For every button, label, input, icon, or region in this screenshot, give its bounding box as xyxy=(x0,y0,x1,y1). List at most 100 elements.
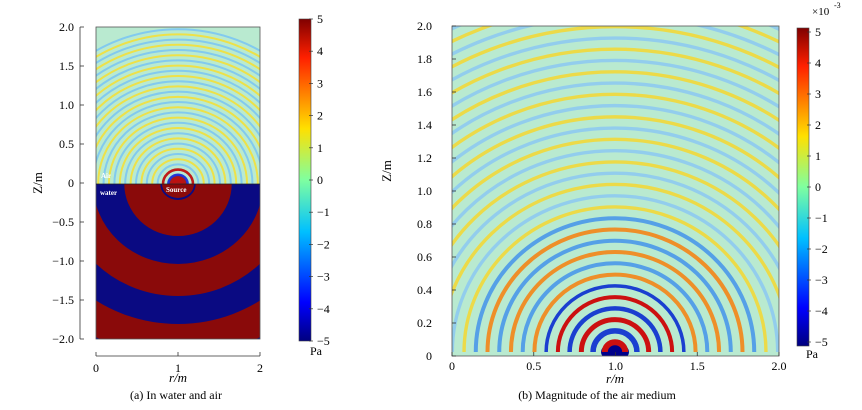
panel-b-y-tick-label: 1.4 xyxy=(417,118,432,132)
panel-b-y-tick-label: 1.0 xyxy=(417,184,432,198)
panel-a-y-tick-label: −0.5 xyxy=(52,215,74,229)
wavefront-arc xyxy=(96,28,260,53)
y-axis-label-a: Z/m xyxy=(30,172,45,194)
panel-b-y-tick-label: 0.8 xyxy=(417,217,432,231)
panel-a-x-tick-label: 2 xyxy=(257,361,263,375)
caption-b: (b) Magnitude of the air medium xyxy=(518,388,676,402)
panel-b-colorbar-tick-label: 2 xyxy=(815,118,821,132)
wavefront-arc xyxy=(134,142,222,185)
wavefront-arc xyxy=(167,173,189,185)
panel-b-colorbar-tick-label: 3 xyxy=(815,87,821,101)
wavefront-arc xyxy=(156,163,200,185)
panel-a-x-tick-label: 0 xyxy=(93,361,99,375)
wavefront-arc xyxy=(124,132,232,185)
y-axis-label-b: Z/m xyxy=(379,160,394,182)
heatmap-a xyxy=(96,27,260,339)
panel-b-colorbar-tick-label: 5 xyxy=(815,25,821,39)
wavefront-arc-b xyxy=(462,205,768,353)
wavefront-arc xyxy=(96,80,260,120)
panel-a-colorbar-tick-label: −3 xyxy=(317,270,330,284)
wavefront-arc xyxy=(96,33,260,59)
wavefront-arc-b xyxy=(567,306,663,353)
water-band xyxy=(96,204,260,296)
caption-a: (a) In water and air xyxy=(130,388,222,402)
panel-b-y-tick-label: 0.6 xyxy=(417,250,432,264)
wavefront-arc xyxy=(102,111,254,185)
panel-a-colorbar-tick-label: −1 xyxy=(317,205,330,219)
x-axis-b: 0 0.5 1.0 1.5 2.0 xyxy=(449,352,787,373)
wavefront-arc-b xyxy=(555,295,675,353)
wavefront-arc xyxy=(96,69,260,105)
wavefront-arc xyxy=(96,49,260,77)
wavefront-arc xyxy=(96,75,260,112)
wavefront-arc xyxy=(118,127,238,185)
wavefront-arc-b xyxy=(452,70,779,123)
panel-b-x-tick-label: 0 xyxy=(449,359,455,373)
colorbar-a: 5 4 3 2 1 0 −1 −2 −3 −4 −5 Pa xyxy=(298,12,330,358)
label-source: Source xyxy=(166,186,186,194)
panel-a-colorbar-tick-label: 0 xyxy=(317,173,323,187)
wavefront-arc xyxy=(172,178,184,185)
wavefront-arc-b xyxy=(497,238,733,353)
wavefront-arc xyxy=(96,90,260,138)
colorbar-b-multiplier: ×10 xyxy=(812,6,830,18)
wavefront-arc xyxy=(161,168,195,185)
wavefront-arc-b xyxy=(452,194,779,353)
wavefront-arc-b xyxy=(452,182,779,301)
wavefront-arc-b xyxy=(473,216,757,353)
wavefront-arc-b xyxy=(508,250,722,353)
wavefront-arc-b xyxy=(590,328,640,353)
wavefront-arc-b xyxy=(452,171,779,272)
wavefront-arc xyxy=(145,153,211,185)
wavefront-arc xyxy=(96,43,260,71)
wavefront-arc xyxy=(129,137,227,185)
wavefront-arc xyxy=(96,64,260,98)
panel-a-colorbar-tick-label: −5 xyxy=(317,334,330,348)
panel-a-y-tick-label: 1.0 xyxy=(59,98,74,112)
wavefront-arc-b xyxy=(452,115,779,180)
x-axis-a: 0 1 2 xyxy=(93,352,263,375)
wavefront-arc-b xyxy=(452,26,779,70)
heatmap-b xyxy=(452,26,779,356)
wavefront-arc-b xyxy=(601,339,629,353)
panel-b-colorbar-tick-label: −3 xyxy=(815,273,828,287)
source-region xyxy=(162,184,194,198)
wavefront-arc xyxy=(113,121,243,185)
wavefront-arc xyxy=(96,54,260,84)
panel-b-colorbar-tick-label: 4 xyxy=(815,56,821,70)
panel-a-y-tick-label: 0 xyxy=(68,176,74,190)
colorbar-b-exponent: -3 xyxy=(834,1,841,10)
panel-a: Air water Source 2.0 1.5 1.0 0.5 0 −0.5 −1.0 −1… xyxy=(30,12,330,402)
water-band xyxy=(124,182,232,236)
wavefront-arc-b xyxy=(452,36,779,83)
plot-frame-a xyxy=(95,26,261,340)
panel-a-colorbar-tick-label: 2 xyxy=(317,109,323,123)
panel-a-colorbar-tick-label: −2 xyxy=(317,237,330,251)
panel-a-y-tick-label: 2.0 xyxy=(59,20,74,34)
panel-a-colorbar-tick-label: 3 xyxy=(317,76,323,90)
panel-a-colorbar-tick-label: −4 xyxy=(317,302,330,316)
panel-b-y-tick-label: 1.8 xyxy=(417,52,432,66)
wavefront-arc-b xyxy=(520,261,710,353)
wavefront-arc-b xyxy=(485,227,745,353)
wavefront-arc xyxy=(107,116,249,185)
wavefront-arc xyxy=(96,101,260,166)
panel-b-y-tick-label: 2.0 xyxy=(417,19,432,33)
wavefront-arc xyxy=(140,147,216,185)
water-wavefronts xyxy=(96,182,260,339)
panel-a-y-tick-label: 1.5 xyxy=(59,59,74,73)
wavefront-arc-b xyxy=(452,126,779,196)
air-region xyxy=(96,27,260,184)
panel-b-colorbar-tick-label: 1 xyxy=(815,149,821,163)
wavefront-arc xyxy=(96,95,260,150)
air-wavefronts-b xyxy=(452,26,779,356)
panel-b-colorbar-tick-label: 0 xyxy=(815,180,821,194)
panel-b-colorbar-tick-label: −1 xyxy=(815,211,828,225)
panel-a-y-tick-label: −1.5 xyxy=(52,293,74,307)
panel-b-x-tick-label: 2.0 xyxy=(772,359,787,373)
panel-b-colorbar-tick-label: −2 xyxy=(815,242,828,256)
wavefront-arc-b xyxy=(532,272,698,353)
wavefront-arc-b xyxy=(452,103,779,165)
